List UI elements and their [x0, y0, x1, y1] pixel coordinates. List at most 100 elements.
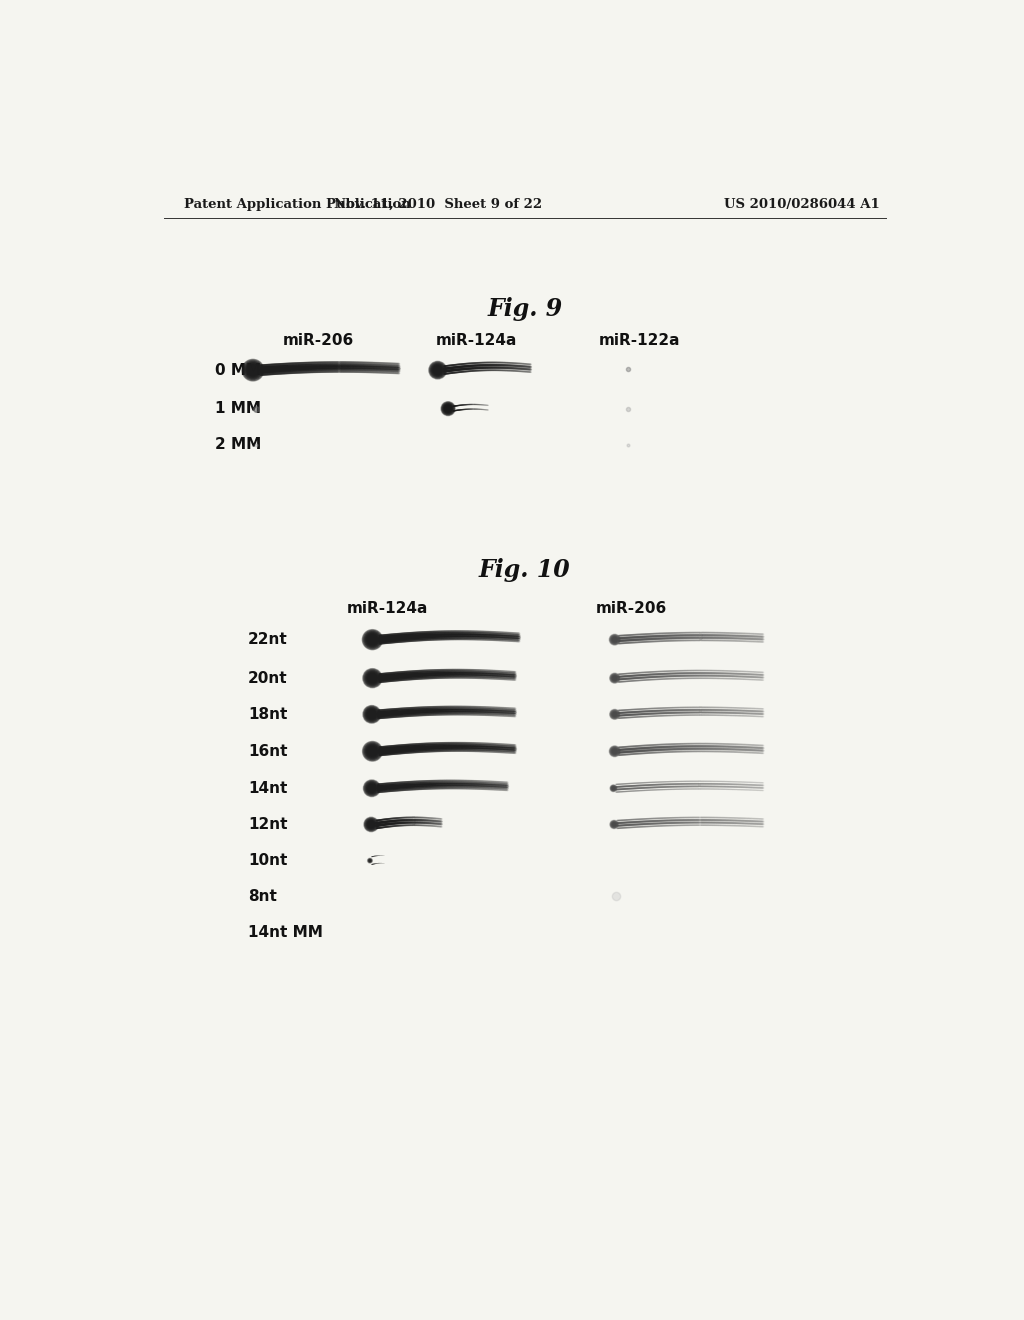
Circle shape [247, 364, 259, 376]
Circle shape [368, 784, 376, 792]
Circle shape [242, 359, 264, 381]
Circle shape [613, 824, 615, 825]
Circle shape [362, 669, 382, 688]
Text: US 2010/0286044 A1: US 2010/0286044 A1 [724, 198, 880, 211]
Circle shape [370, 822, 373, 826]
Circle shape [610, 746, 620, 756]
Circle shape [250, 367, 256, 374]
Circle shape [612, 748, 617, 754]
Circle shape [609, 746, 621, 756]
Circle shape [364, 742, 381, 760]
Circle shape [611, 636, 617, 643]
Circle shape [365, 671, 380, 686]
Circle shape [252, 370, 254, 371]
Circle shape [610, 710, 618, 718]
Text: 20nt: 20nt [248, 671, 288, 685]
Circle shape [370, 676, 376, 681]
Circle shape [611, 711, 617, 717]
Text: Patent Application Publication: Patent Application Publication [183, 198, 411, 211]
Circle shape [366, 632, 380, 647]
Circle shape [613, 638, 616, 642]
Circle shape [441, 403, 455, 414]
Circle shape [368, 858, 373, 863]
Circle shape [610, 785, 616, 792]
Circle shape [365, 743, 380, 759]
Circle shape [369, 859, 372, 862]
Circle shape [437, 370, 438, 371]
Circle shape [369, 785, 375, 792]
Circle shape [613, 677, 616, 680]
Text: 22nt: 22nt [248, 632, 288, 647]
Circle shape [367, 672, 378, 684]
Text: Fig. 9: Fig. 9 [487, 297, 562, 321]
Circle shape [612, 713, 616, 717]
Text: 12nt: 12nt [248, 817, 288, 832]
Circle shape [365, 708, 379, 721]
Circle shape [370, 748, 376, 754]
Circle shape [441, 401, 455, 416]
Circle shape [367, 746, 378, 758]
Circle shape [367, 709, 377, 719]
Circle shape [612, 711, 617, 717]
Circle shape [245, 362, 261, 379]
Circle shape [371, 638, 375, 642]
Circle shape [436, 368, 439, 372]
Circle shape [612, 676, 616, 680]
Circle shape [371, 788, 373, 789]
Circle shape [429, 362, 446, 379]
Circle shape [434, 367, 441, 374]
Circle shape [368, 859, 372, 862]
Circle shape [611, 675, 617, 681]
Circle shape [610, 820, 618, 829]
Circle shape [371, 750, 375, 754]
Circle shape [435, 367, 440, 372]
Text: Nov. 11, 2010  Sheet 9 of 22: Nov. 11, 2010 Sheet 9 of 22 [334, 198, 542, 211]
Circle shape [366, 783, 378, 795]
Circle shape [613, 677, 615, 680]
Text: 8nt: 8nt [248, 888, 278, 904]
Circle shape [369, 747, 377, 755]
Circle shape [251, 368, 255, 372]
Circle shape [610, 821, 617, 828]
Circle shape [366, 818, 377, 830]
Circle shape [446, 408, 450, 411]
Circle shape [610, 821, 617, 828]
Circle shape [611, 787, 615, 791]
Circle shape [611, 636, 618, 643]
Circle shape [369, 675, 376, 682]
Circle shape [372, 750, 374, 752]
Circle shape [369, 859, 371, 862]
Circle shape [367, 634, 379, 645]
Text: 14nt: 14nt [248, 780, 288, 796]
Circle shape [366, 781, 379, 795]
Circle shape [367, 820, 376, 829]
Circle shape [368, 710, 376, 718]
Circle shape [371, 676, 375, 680]
Text: miR-206: miR-206 [283, 334, 353, 348]
Circle shape [362, 742, 382, 762]
Circle shape [362, 630, 383, 649]
Circle shape [431, 363, 444, 378]
Circle shape [433, 366, 442, 375]
Circle shape [368, 821, 375, 828]
Text: 10nt: 10nt [248, 853, 288, 869]
Text: miR-124a: miR-124a [347, 602, 428, 616]
Circle shape [364, 780, 380, 796]
Circle shape [369, 821, 374, 828]
Circle shape [368, 746, 378, 756]
Circle shape [368, 858, 372, 863]
Circle shape [371, 714, 373, 715]
Text: 1 MM: 1 MM [215, 401, 261, 416]
Text: miR-206: miR-206 [596, 602, 668, 616]
Circle shape [370, 785, 375, 791]
Circle shape [369, 711, 376, 718]
Circle shape [248, 364, 258, 376]
Circle shape [610, 785, 616, 791]
Circle shape [609, 709, 620, 719]
Circle shape [370, 713, 374, 715]
Circle shape [611, 787, 615, 789]
Circle shape [370, 636, 376, 643]
Circle shape [368, 635, 378, 644]
Text: 2 MM: 2 MM [215, 437, 261, 453]
Circle shape [611, 748, 617, 755]
